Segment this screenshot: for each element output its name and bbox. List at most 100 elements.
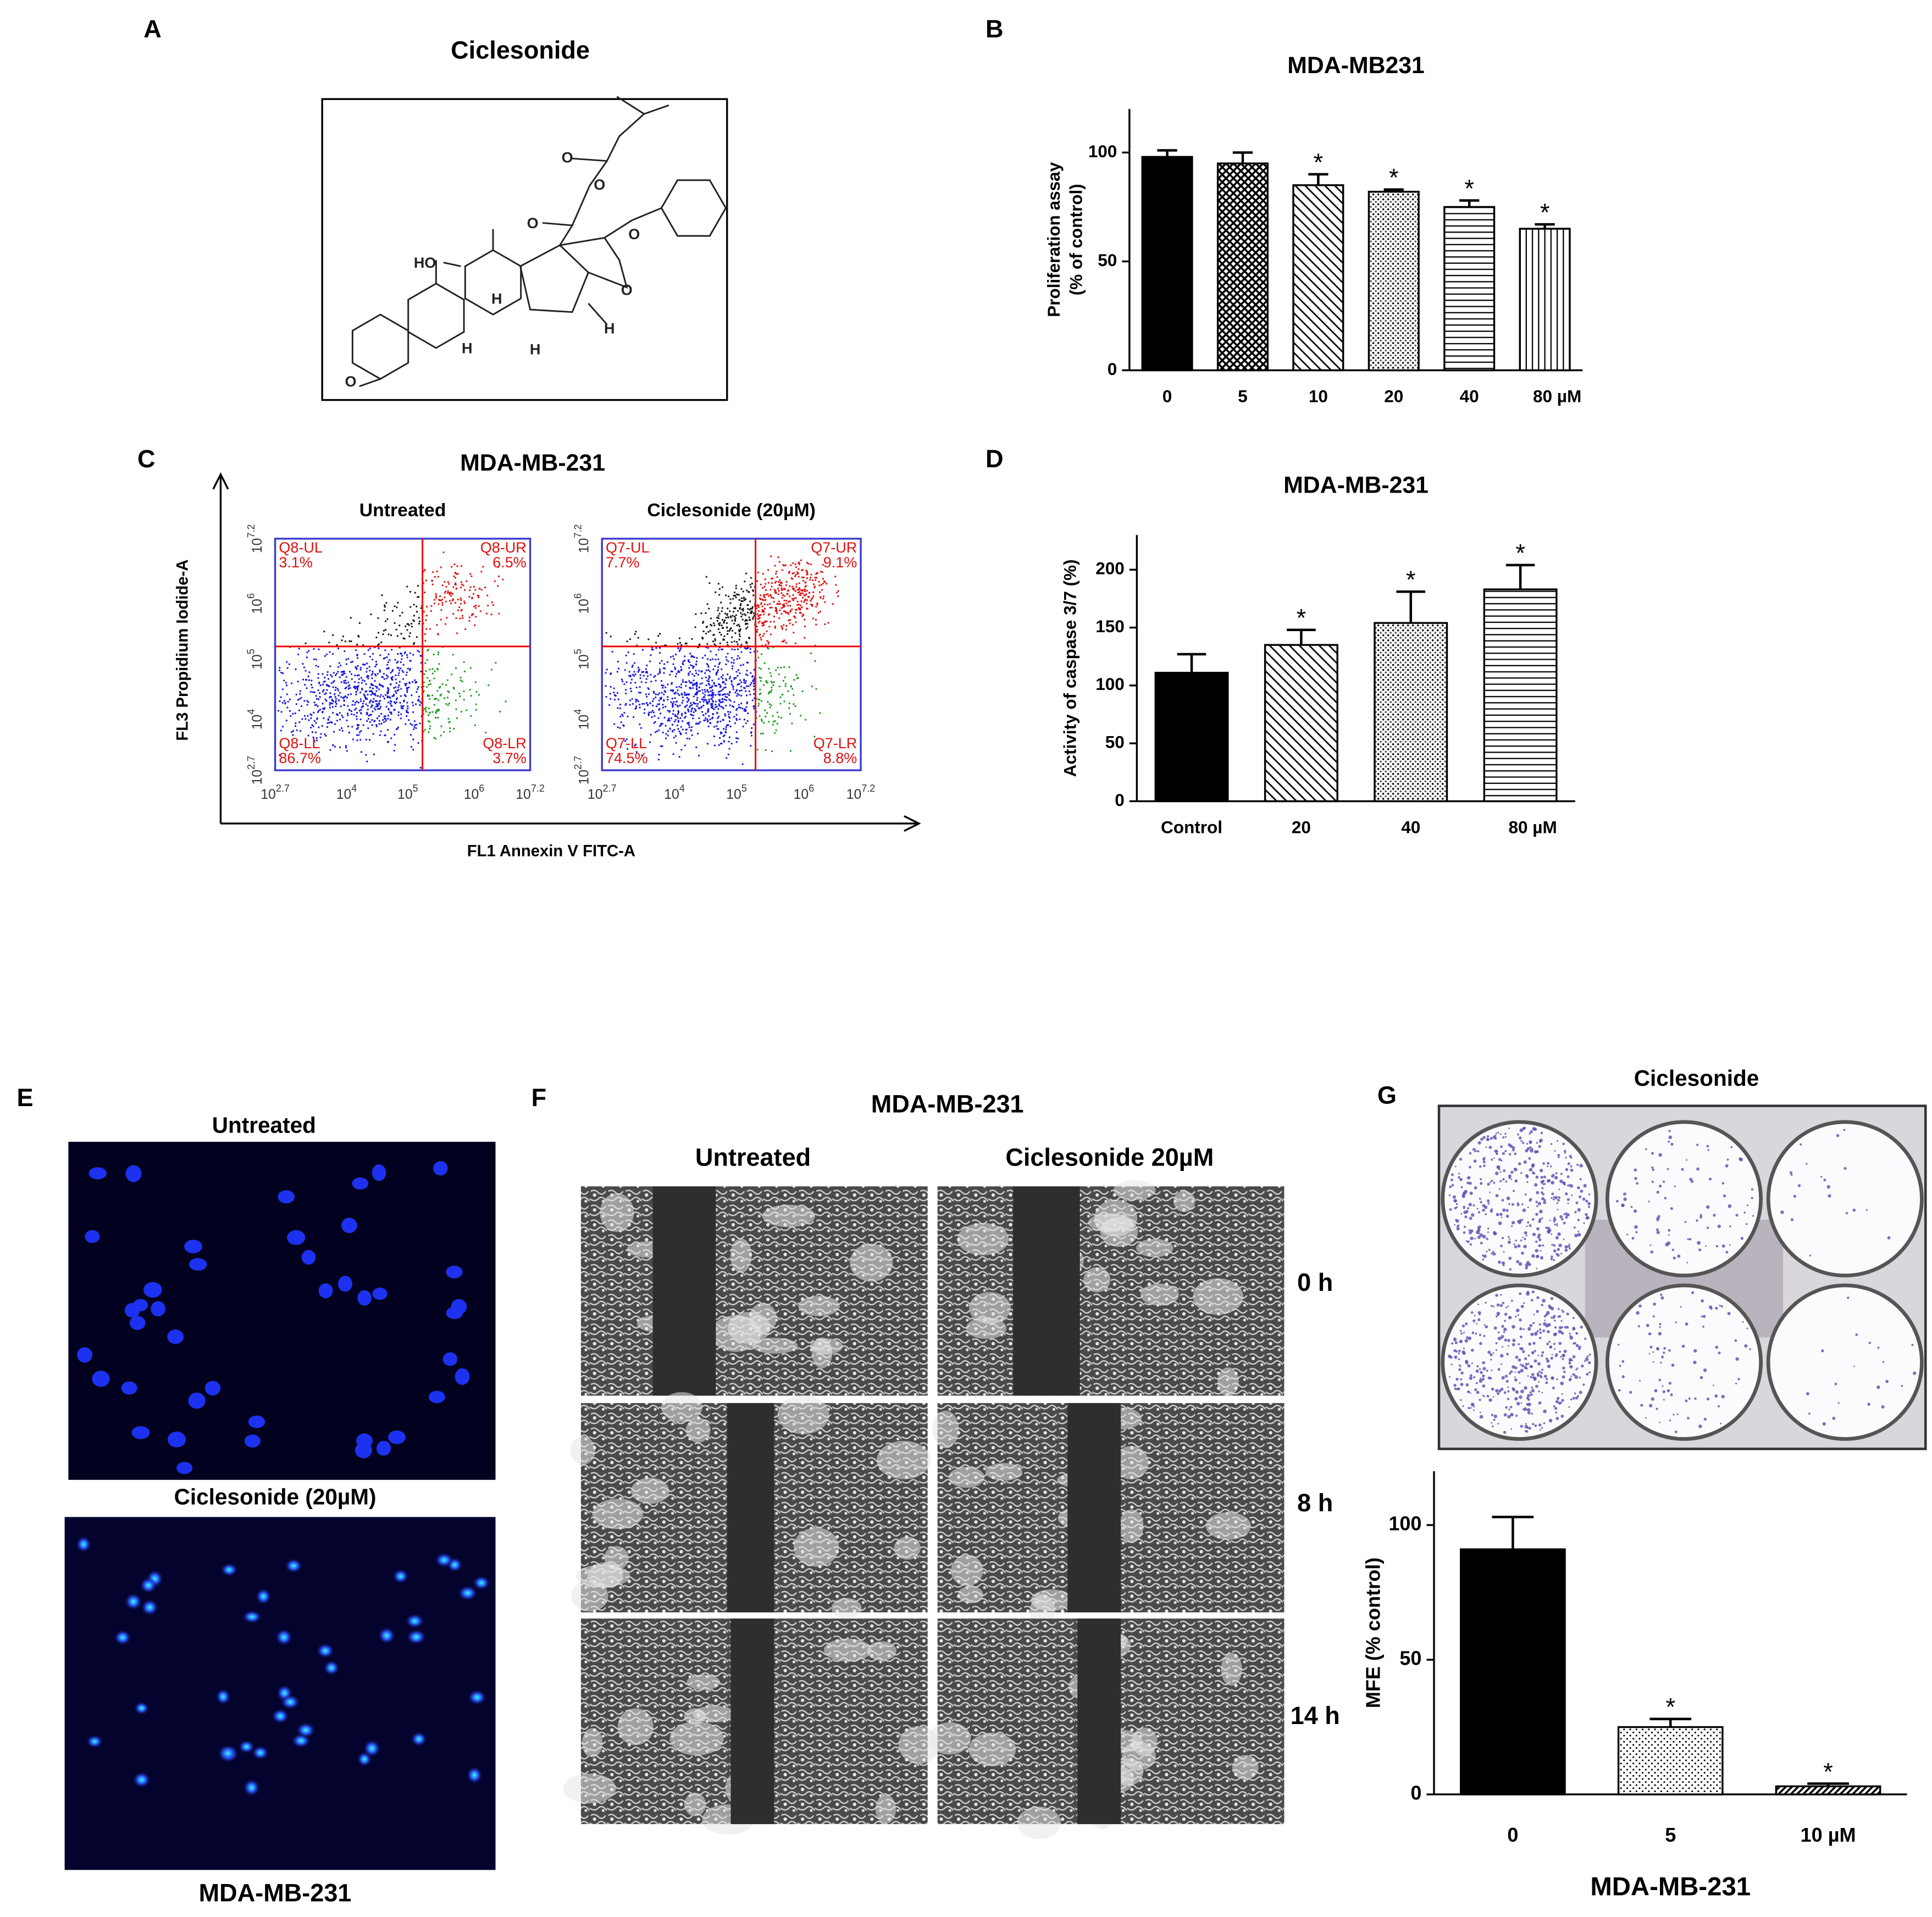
event-dot <box>744 708 746 710</box>
event-dot <box>646 664 648 666</box>
colony <box>1728 1204 1732 1208</box>
event-dot <box>676 686 678 688</box>
event-dot <box>697 707 700 709</box>
event-dot <box>311 714 313 716</box>
event-dot <box>387 689 390 691</box>
event-dot <box>688 693 690 695</box>
event-dot <box>445 590 447 593</box>
event-dot <box>704 696 706 698</box>
event-dot <box>738 631 740 633</box>
event-dot <box>452 599 454 601</box>
colony <box>1518 1162 1521 1165</box>
event-dot <box>359 692 362 693</box>
colony <box>1554 1175 1558 1180</box>
cell-patch <box>730 1238 752 1273</box>
event-dot <box>452 593 453 595</box>
event-dot <box>460 581 462 583</box>
event-dot <box>763 611 765 613</box>
colony <box>1913 1371 1917 1375</box>
event-dot <box>418 617 420 619</box>
event-dot <box>761 653 762 655</box>
significance: * <box>1464 174 1474 202</box>
colony <box>1583 1184 1587 1188</box>
event-dot <box>308 671 311 673</box>
colony <box>1490 1353 1493 1357</box>
colony <box>1469 1217 1472 1220</box>
event-dot <box>387 688 390 690</box>
colony <box>1508 1256 1512 1260</box>
event-dot <box>719 693 721 695</box>
event-dot <box>731 657 733 659</box>
ring <box>660 179 727 237</box>
colony <box>1543 1183 1546 1185</box>
event-dot <box>452 598 454 600</box>
event-dot <box>677 717 679 719</box>
colony <box>1696 1219 1698 1222</box>
event-dot <box>780 589 783 591</box>
event-dot <box>667 734 669 737</box>
event-dot <box>285 682 287 684</box>
event-dot <box>678 694 680 696</box>
event-dot <box>634 673 636 675</box>
event-dot <box>397 601 399 604</box>
colony <box>1739 1157 1742 1161</box>
event-dot <box>463 661 465 663</box>
event-dot <box>386 695 389 697</box>
event-dot <box>726 696 728 698</box>
event-dot <box>796 677 799 679</box>
event-dot <box>749 600 751 603</box>
event-dot <box>383 715 385 717</box>
event-dot <box>398 711 400 714</box>
colony <box>1564 1152 1566 1154</box>
event-dot <box>336 720 338 722</box>
event-dot <box>699 690 701 692</box>
event-dot <box>736 689 738 691</box>
nucleus <box>176 1462 193 1474</box>
colony <box>1558 1189 1560 1191</box>
event-dot <box>749 693 751 695</box>
event-dot <box>653 692 655 694</box>
y-tick-label: 150 <box>1095 616 1125 636</box>
event-dot <box>329 665 331 667</box>
event-dot <box>769 672 771 674</box>
event-dot <box>281 701 284 704</box>
event-dot <box>692 717 694 720</box>
colony <box>1535 1248 1538 1253</box>
event-dot <box>752 616 755 618</box>
colony <box>1482 1204 1486 1208</box>
event-dot <box>793 572 795 574</box>
colony <box>1744 1344 1748 1348</box>
event-dot <box>702 701 705 703</box>
event-dot <box>324 698 326 700</box>
event-dot <box>718 715 720 717</box>
event-dot <box>307 734 309 737</box>
event-dot <box>383 721 385 723</box>
event-dot <box>820 596 822 599</box>
event-dot <box>709 719 711 721</box>
event-dot <box>794 575 796 577</box>
event-dot <box>745 598 747 600</box>
event-dot <box>731 667 733 670</box>
event-dot <box>762 622 764 624</box>
colony <box>1463 1347 1465 1350</box>
event-dot <box>657 717 660 719</box>
event-dot <box>727 693 729 695</box>
nucleus <box>167 1432 186 1448</box>
event-dot <box>625 703 627 705</box>
event-dot <box>712 700 714 703</box>
event-dot <box>436 710 438 712</box>
event-dot <box>690 664 692 666</box>
event-dot <box>737 610 739 612</box>
event-dot <box>776 570 778 572</box>
colony <box>1526 1402 1529 1406</box>
event-dot <box>782 594 784 596</box>
event-dot <box>708 698 710 700</box>
event-dot <box>777 666 779 669</box>
event-dot <box>406 715 408 717</box>
event-dot <box>767 593 769 595</box>
event-dot <box>745 722 747 725</box>
event-dot <box>681 712 683 715</box>
axis-arrows <box>212 472 921 832</box>
event-dot <box>417 650 419 652</box>
event-dot <box>351 661 353 663</box>
